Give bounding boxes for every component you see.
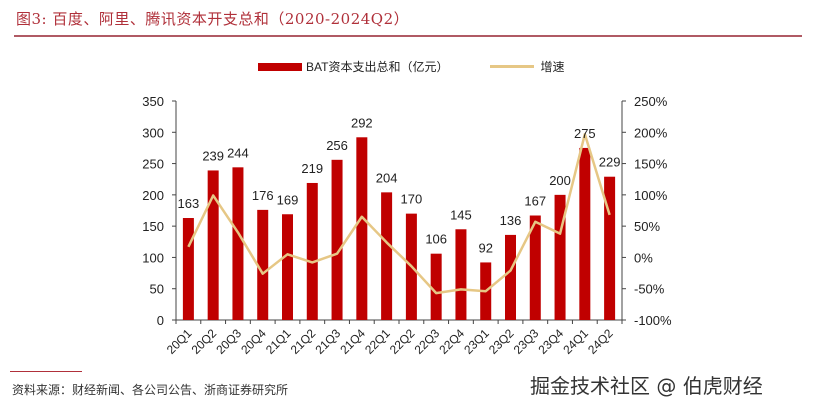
right-axis-tick-label: 150% — [634, 157, 668, 172]
bar — [232, 167, 244, 320]
left-axis-tick-label: 300 — [142, 125, 164, 140]
combo-chart: 0 50 100 150 200 250 300 350 -100% -50% 0% 50% 100% 1… — [142, 94, 672, 357]
left-axis-tick-label: 250 — [142, 157, 164, 172]
bar-data-label: 200 — [549, 173, 571, 188]
x-axis-category-label: 20Q3 — [213, 326, 244, 357]
source-note: 资料来源：财经新闻、各公司公告、浙商证券研究所 — [12, 383, 289, 397]
left-axis-tick-label: 200 — [142, 188, 164, 203]
bar-data-label: 92 — [478, 240, 492, 255]
bar — [381, 192, 393, 320]
bar-data-label: 219 — [301, 161, 323, 176]
right-axis-tick-label: 0% — [634, 250, 653, 265]
x-axis-category-label: 22Q3 — [412, 326, 443, 357]
bar — [604, 176, 616, 320]
x-axis-category-label: 21Q3 — [313, 326, 344, 357]
right-axis-tick-label: -100% — [634, 313, 672, 328]
x-axis-category-label: 20Q1 — [164, 326, 195, 357]
bar — [331, 159, 343, 320]
right-axis-tick-label: 200% — [634, 125, 668, 140]
x-axis-category-label: 21Q2 — [288, 326, 319, 357]
bar-data-label: 170 — [401, 192, 423, 207]
bar-data-label: 136 — [500, 213, 522, 228]
left-axis-tick-label: 50 — [150, 282, 164, 297]
bar-data-label: 167 — [524, 194, 546, 209]
left-axis-tick-label: 150 — [142, 219, 164, 234]
bar — [356, 137, 368, 320]
legend-line-swatch — [490, 65, 535, 68]
x-axis-category-label: 23Q3 — [511, 326, 542, 357]
x-axis-category-label: 20Q2 — [189, 326, 220, 357]
chart-legend: BAT资本支出总和（亿元） 增速 — [258, 58, 564, 75]
bar-data-label: 275 — [574, 126, 596, 141]
bar-data-label: 204 — [376, 170, 398, 185]
bar-data-label: 244 — [227, 145, 249, 160]
bar — [207, 170, 219, 320]
bar — [554, 194, 566, 320]
x-axis-category-label: 22Q4 — [436, 326, 467, 357]
growth-line — [187, 132, 611, 295]
legend-bar-swatch — [258, 62, 302, 71]
title-divider — [14, 35, 802, 37]
x-axis-category-label: 23Q4 — [536, 326, 567, 357]
bar-data-label: 256 — [326, 138, 348, 153]
x-axis-category-label: 24Q2 — [585, 326, 616, 357]
x-axis-category-label: 20Q4 — [238, 326, 269, 357]
bar-data-label: 145 — [450, 207, 472, 222]
bar — [257, 209, 269, 320]
bar-data-label: 239 — [202, 148, 224, 163]
right-axis-tick-label: 100% — [634, 188, 668, 203]
bar-data-label: 163 — [178, 196, 200, 211]
bar — [529, 215, 541, 320]
right-axis-tick-label: -50% — [634, 282, 665, 297]
bar-data-label: 292 — [351, 115, 373, 130]
left-axis-tick-label: 100 — [142, 250, 164, 265]
bar-data-label: 169 — [277, 192, 299, 207]
legend-bar-label: BAT资本支出总和（亿元） — [306, 60, 449, 74]
x-axis-category-label: 22Q2 — [387, 326, 418, 357]
bar — [455, 229, 467, 320]
chart-title: 图3: 百度、阿里、腾讯资本开支总和（2020-2024Q2） — [16, 10, 410, 28]
bar — [505, 234, 516, 320]
watermark: 掘金技术社区 @ 伯虎财经 — [530, 374, 763, 398]
left-axis-tick-label: 0 — [157, 313, 164, 328]
x-axis-category-label: 23Q2 — [486, 326, 517, 357]
bar — [282, 214, 293, 320]
legend-line-label: 增速 — [540, 60, 565, 74]
x-axis-category-label: 24Q1 — [560, 326, 591, 357]
x-axis-category-label: 22Q1 — [362, 326, 393, 357]
bar-data-label: 229 — [599, 155, 621, 170]
x-axis-category-label: 21Q4 — [337, 326, 368, 357]
bar-data-label: 176 — [252, 188, 274, 203]
right-axis-tick-label: 50% — [634, 219, 660, 234]
right-axis-tick-label: 250% — [634, 94, 668, 109]
bar — [306, 182, 318, 320]
bar — [430, 253, 442, 320]
x-axis-category-label: 21Q1 — [263, 326, 294, 357]
x-axis-category-label: 23Q1 — [461, 326, 492, 357]
bar-data-label: 106 — [425, 232, 447, 247]
bar — [579, 147, 591, 320]
bar — [182, 218, 194, 320]
source-divider — [10, 371, 82, 372]
left-axis-tick-label: 350 — [142, 94, 164, 109]
